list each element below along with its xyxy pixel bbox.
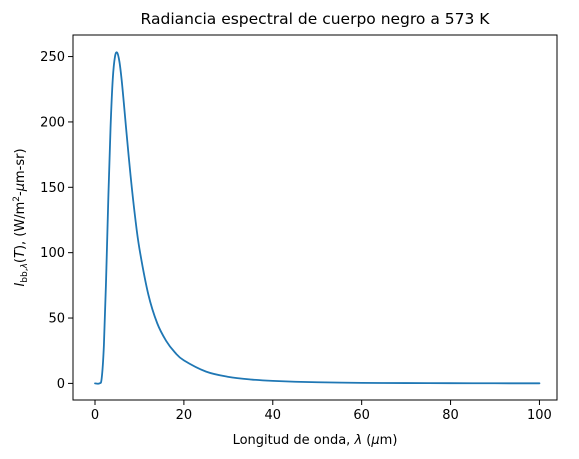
chart-title: Radiancia espectral de cuerpo negro a 57… [141, 10, 491, 28]
plot-frame [72, 34, 558, 401]
x-tick-label: 40 [265, 408, 282, 423]
x-tick-label: 100 [527, 408, 552, 423]
y-axis: 0 50 100 150 200 250 [40, 50, 73, 392]
x-axis: 0 20 40 60 80 100 [91, 400, 552, 423]
y-axis-label-sub-bb: bb, [20, 268, 30, 282]
x-tick-label: 20 [176, 408, 193, 423]
y-axis-label-units: ), (W/m [13, 202, 28, 250]
y-tick-label: 0 [57, 377, 65, 392]
y-axis-label-end: m-sr) [13, 148, 28, 183]
y-tick-label: 100 [40, 246, 65, 261]
y-tick-label: 150 [40, 181, 65, 196]
x-tick-label: 0 [91, 408, 99, 423]
x-tick-label: 60 [353, 408, 370, 423]
x-axis-label-text: Longitud de onda, [233, 433, 355, 448]
x-axis-label: Longitud de onda, λ (μm) [233, 433, 398, 448]
y-axis-label-mu: μ [13, 183, 28, 192]
y-axis-label-dash: - [13, 191, 28, 196]
y-axis-label-i: I [13, 283, 28, 287]
y-tick-label: 250 [40, 50, 65, 65]
x-axis-label-open: ( [362, 433, 371, 448]
y-tick-label: 50 [48, 312, 65, 327]
y-axis-label-sup-2: 2 [12, 196, 22, 202]
y-axis-label-sub-lambda: λ [20, 263, 30, 269]
y-axis-label-paren: ( [13, 258, 28, 263]
x-axis-label-mu: μ [370, 433, 379, 448]
y-tick-label: 200 [40, 115, 65, 130]
x-tick-label: 80 [442, 408, 459, 423]
series-line [94, 51, 541, 385]
x-axis-label-unit: m) [380, 433, 398, 448]
x-axis-label-lambda: λ [353, 433, 362, 448]
y-axis-label: Ibb,λ(T), (W/m2-μm-sr) [12, 148, 30, 286]
y-axis-label-t: T [13, 249, 28, 258]
